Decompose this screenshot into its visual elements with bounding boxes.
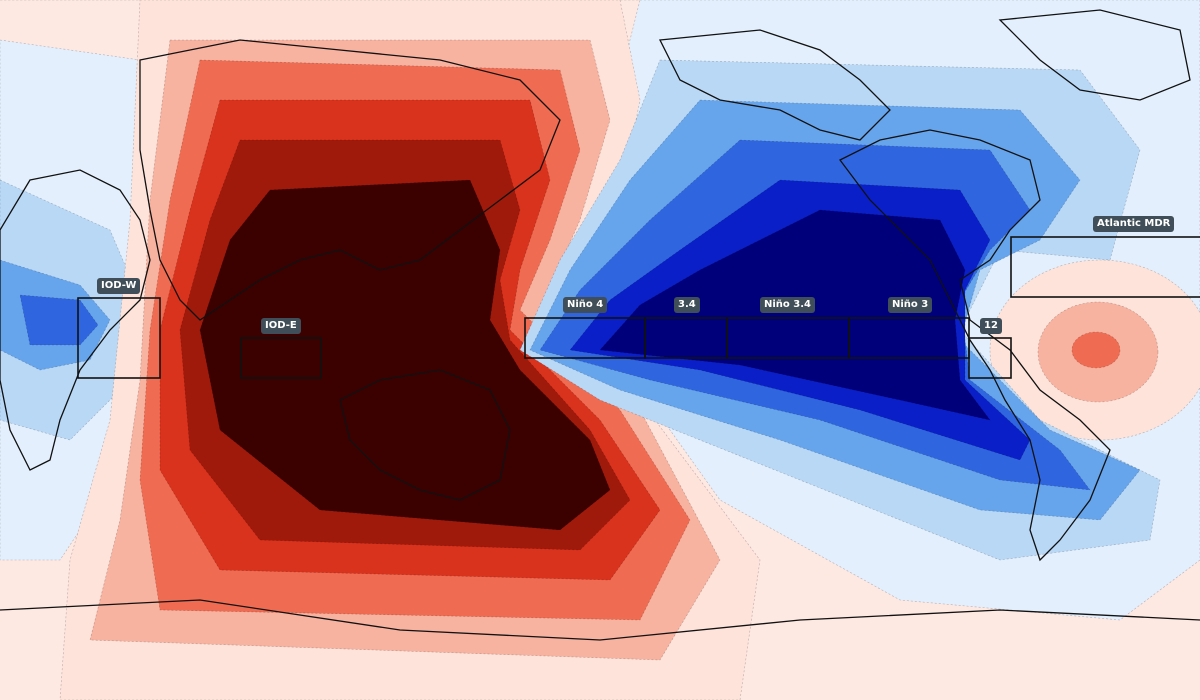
region-label-nino-3: Niño 3 [888,297,933,313]
atlantic-mdr-box [1010,236,1200,298]
region-label-nino-12: 12 [980,318,1002,334]
region-label-nino-34: Niño 3.4 [760,297,815,313]
iod-w-box [77,297,161,379]
region-label-nino-34-short: 3.4 [674,297,700,313]
region-label-iod-w: IOD-W [97,278,141,294]
cool-anomaly-layer [519,59,1161,561]
nino-12-box [968,337,1012,379]
iod-e-box [240,337,322,379]
continent-outlines [0,9,1200,641]
region-label-nino-4: Niño 4 [563,297,608,313]
region-label-iod-e: IOD-E [261,318,301,334]
region-label-atlantic-mdr: Atlantic MDR [1093,216,1175,232]
region-boxes [77,236,1200,379]
